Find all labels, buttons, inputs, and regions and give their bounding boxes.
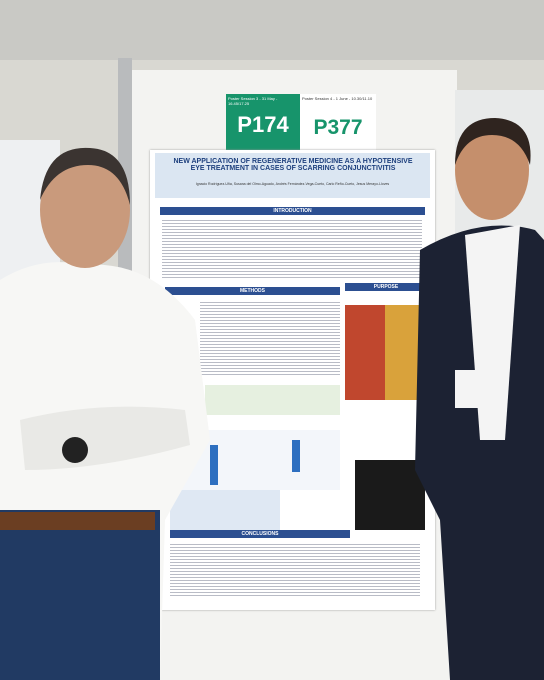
watch	[62, 437, 88, 463]
left-belt	[0, 512, 155, 530]
crossed-arms	[20, 406, 190, 470]
poster-code: P377	[313, 116, 363, 139]
code-box	[300, 94, 376, 152]
diagram	[205, 385, 340, 415]
section-header: PURPOSE	[345, 283, 427, 291]
chart-bar	[292, 440, 300, 472]
section-header: CONCLUSIONS	[170, 530, 350, 538]
session-label: Poster Session 3 - 31 May - 16.45/17.25	[228, 96, 278, 106]
poster-header	[155, 153, 430, 198]
microscopy	[355, 460, 425, 530]
poster-title: NEW APPLICATION OF REGENERATIVE MEDICINE…	[173, 158, 413, 172]
text-block	[170, 542, 420, 597]
chart-bar	[210, 445, 218, 485]
table	[170, 490, 280, 530]
section-header: METHODS	[165, 287, 340, 295]
right-hair	[455, 118, 531, 165]
poster-authors: Ignacio Rodríguez-Uña, Susana del Olmo-A…	[195, 182, 390, 186]
section-header: INTRODUCTION	[160, 207, 425, 215]
badge	[455, 370, 481, 408]
text-block	[200, 300, 340, 375]
right-head	[455, 120, 529, 220]
code-box	[226, 94, 300, 152]
left-hair	[40, 147, 130, 205]
left-head	[40, 152, 130, 268]
left-trousers	[0, 510, 160, 680]
poster-code: P174	[237, 112, 289, 137]
eye-images	[345, 305, 425, 400]
ceiling	[0, 0, 544, 60]
text-block	[162, 218, 422, 278]
session-label: Poster Session 4 - 1 June - 10.30/11.10	[302, 96, 373, 101]
